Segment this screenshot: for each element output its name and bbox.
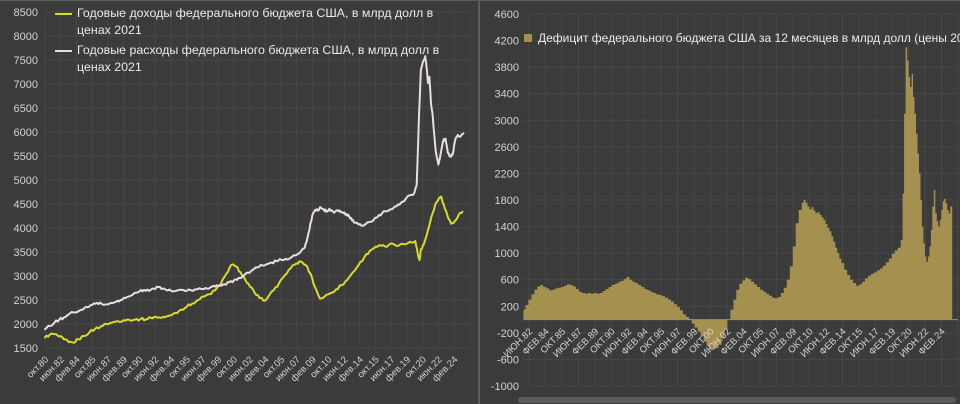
y-tick-label: 200 [501, 301, 519, 313]
y-tick-label: -200 [497, 328, 519, 340]
horizontal-scrollbar-thumb[interactable] [518, 397, 956, 403]
y-tick-label: -1000 [491, 381, 519, 393]
y-tick-label: -600 [497, 354, 519, 366]
y-tick-label: 6000 [14, 127, 38, 139]
y-tick-label: 3000 [495, 115, 519, 127]
deficit-marker-sample [524, 34, 532, 42]
budget-lines-plot-area: 1500 2000 2500 3000 3500 4000 4500 5000 5500 6000… [14, 7, 471, 384]
y-tick-label: 3000 [14, 271, 38, 283]
window-top-edge [0, 0, 960, 1]
y-tick-label: 8000 [14, 31, 38, 43]
legend-item-expenditures[interactable]: Годовые расходы федерального бюджета США… [55, 42, 457, 76]
y-tick-label: 4200 [495, 36, 519, 48]
y-tick-label: 3400 [495, 89, 519, 101]
y-tick-label: 4000 [14, 223, 38, 235]
expenditures-line-sample [55, 50, 72, 52]
revenues-line-sample [55, 13, 72, 15]
y-tick-label: 3800 [495, 62, 519, 74]
y-tick-label: 1400 [495, 222, 519, 234]
gridlines [44, 11, 471, 349]
budget-lines-chart[interactable]: 1500 2000 2500 3000 3500 4000 4500 5000 5500 6000… [0, 0, 479, 404]
legend-label-expenditures: Годовые расходы федерального бюджета США… [77, 43, 440, 74]
budget-lines-legend: Годовые доходы федерального бюджета США,… [55, 5, 457, 79]
y-tick-label: 600 [501, 275, 519, 287]
y-tick-label: 2500 [14, 295, 38, 307]
y-tick-label: 7500 [14, 55, 38, 67]
panel-divider [478, 0, 480, 404]
y-tick-label: 1000 [495, 248, 519, 260]
y-tick-label: 5500 [14, 151, 38, 163]
expenditures-line-series[interactable] [44, 55, 465, 331]
y-tick-label: 1500 [14, 343, 38, 355]
legend-label-revenues: Годовые доходы федерального бюджета США,… [77, 6, 434, 37]
y-tick-label: 2200 [495, 168, 519, 180]
y-tick-label: 4600 [495, 9, 519, 21]
x-axis-labels: ИЮН.82ФЕВ.84ОКТ.85ИЮН.87ФЕВ.89ОКТ.90ИЮН.… [502, 326, 948, 360]
y-tick-label: 2600 [495, 142, 519, 154]
y-tick-label: 2000 [14, 319, 38, 331]
legend-label-deficit: Дефицит федерального бюджета США за 12 м… [538, 31, 960, 45]
y-tick-label: 1800 [495, 195, 519, 207]
deficit-chart[interactable]: -1000 -600 -200 200 600 1000 1400 1800 2200 2600 3… [481, 0, 960, 404]
legend-item-revenues[interactable]: Годовые доходы федерального бюджета США,… [55, 5, 457, 39]
y-tick-label: 6500 [14, 103, 38, 115]
y-tick-label: 4500 [14, 199, 38, 211]
y-tick-label: 8500 [14, 7, 38, 19]
y-tick-label: 5000 [14, 175, 38, 187]
y-tick-label: 7000 [14, 79, 38, 91]
gridlines [523, 13, 959, 387]
y-tick-label: 3500 [14, 247, 38, 259]
y-axis-labels: 1500 2000 2500 3000 3500 4000 4500 5000 5500 6000… [14, 7, 38, 355]
revenues-line-series[interactable] [44, 195, 464, 344]
x-axis-labels: окт.80июн.82фев.84окт.85июн.87фев.89окт.… [25, 354, 460, 384]
y-axis-labels: -1000 -600 -200 200 600 1000 1400 1800 2200 2600 3… [491, 9, 519, 393]
deficit-plot-area: -1000 -600 -200 200 600 1000 1400 1800 2200 2600 3… [491, 9, 959, 393]
deficit-legend[interactable]: Дефицит федерального бюджета США за 12 м… [524, 30, 960, 46]
deficit-area-series[interactable] [523, 47, 953, 349]
